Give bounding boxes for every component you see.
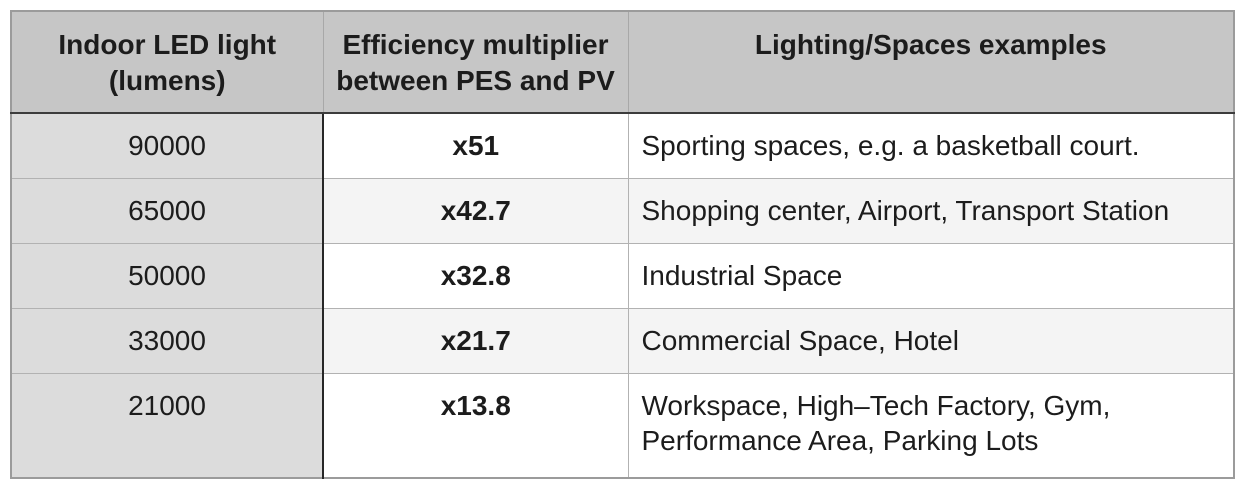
- multiplier-cell: x42.7: [323, 178, 629, 244]
- multiplier-cell: x51: [323, 113, 629, 179]
- table-row: 65000 x42.7 Shopping center, Airport, Tr…: [11, 178, 1234, 244]
- lumens-cell: 90000: [11, 113, 324, 179]
- header-lumens: Indoor LED light (lumens): [11, 11, 323, 114]
- examples-cell: Sporting spaces, e.g. a basketball court…: [628, 113, 1234, 179]
- header-multiplier: Efficiency multiplier between PES and PV: [322, 11, 628, 114]
- multiplier-cell: x21.7: [323, 308, 629, 374]
- multiplier-cell: x32.8: [323, 243, 629, 309]
- header-multiplier-line1: Efficiency multiplier: [342, 29, 609, 60]
- multiplier-cell: x13.8: [323, 373, 629, 479]
- header-lumens-line1: Indoor LED light: [58, 29, 277, 60]
- header-examples-line1: Lighting/Spaces examples: [754, 29, 1107, 60]
- header-row: Indoor LED light (lumens) Efficiency mul…: [11, 11, 1234, 114]
- examples-cell: Industrial Space: [628, 243, 1234, 309]
- header-examples: Lighting/Spaces examples: [627, 11, 1234, 114]
- examples-cell: Commercial Space, Hotel: [628, 308, 1234, 374]
- examples-cell: Workspace, High–Tech Factory, Gym, Perfo…: [628, 373, 1234, 479]
- table-header: Indoor LED light (lumens) Efficiency mul…: [11, 11, 1234, 114]
- table-row: 90000 x51 Sporting spaces, e.g. a basket…: [11, 113, 1234, 179]
- examples-cell: Shopping center, Airport, Transport Stat…: [628, 178, 1234, 244]
- lumens-cell: 33000: [11, 308, 324, 374]
- led-efficiency-table: Indoor LED light (lumens) Efficiency mul…: [10, 10, 1235, 479]
- table-row: 21000 x13.8 Workspace, High–Tech Factory…: [11, 373, 1234, 479]
- table-row: 50000 x32.8 Industrial Space: [11, 243, 1234, 309]
- lumens-cell: 50000: [11, 243, 324, 309]
- table-row: 33000 x21.7 Commercial Space, Hotel: [11, 308, 1234, 374]
- header-lumens-line2: (lumens): [108, 65, 226, 96]
- table-body: 90000 x51 Sporting spaces, e.g. a basket…: [11, 113, 1234, 479]
- header-multiplier-line2: between PES and PV: [336, 65, 615, 96]
- lumens-cell: 21000: [11, 373, 324, 479]
- lumens-cell: 65000: [11, 178, 324, 244]
